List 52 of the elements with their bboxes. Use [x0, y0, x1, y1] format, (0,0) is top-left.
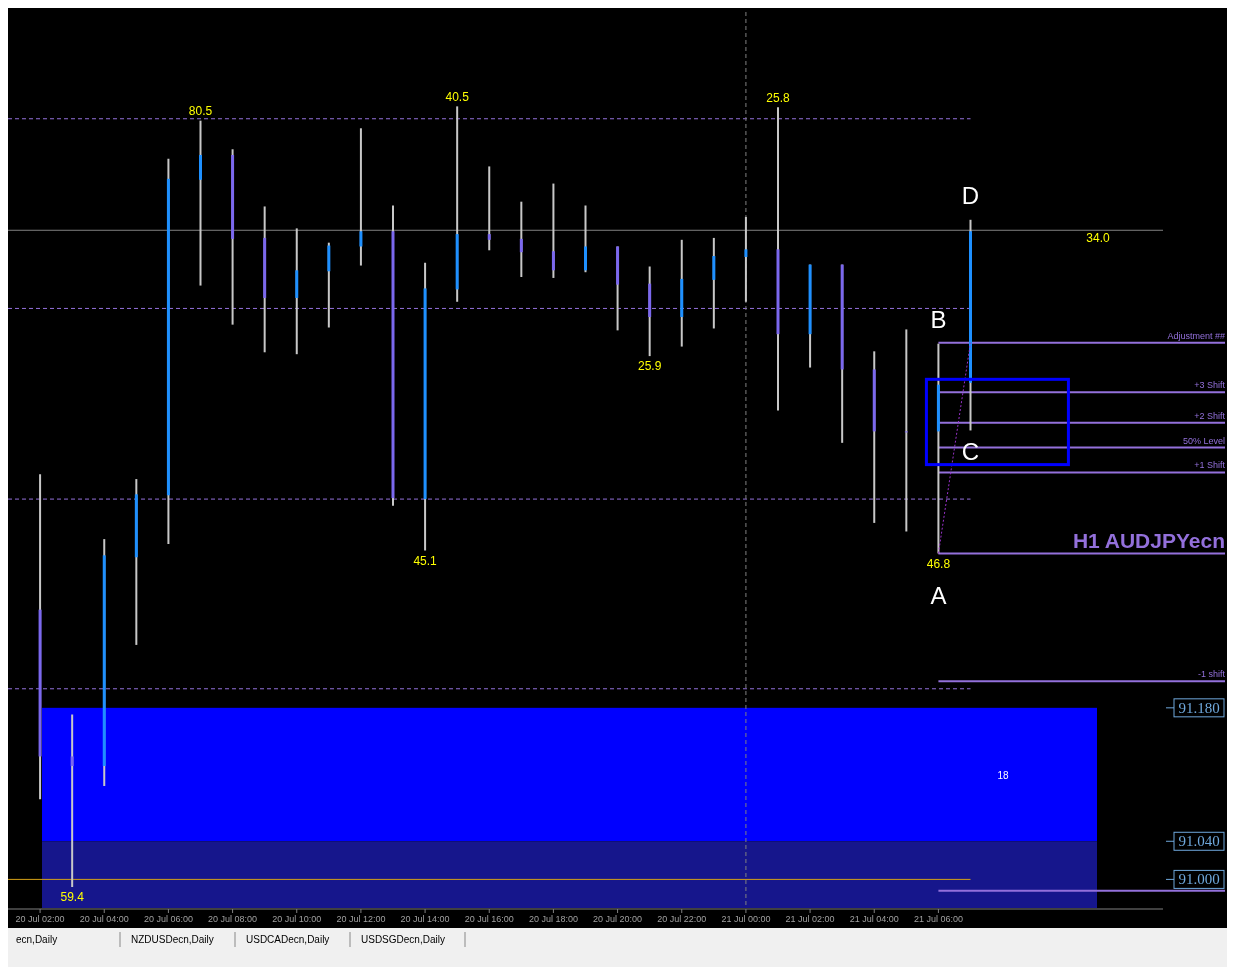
- x-tick-label: 20 Jul 22:00: [657, 914, 707, 924]
- candlestick: [70, 713, 74, 889]
- x-tick-label: 20 Jul 14:00: [400, 914, 450, 924]
- y-tick-label: 91.180: [1178, 699, 1220, 716]
- x-tick-label: 20 Jul 20:00: [593, 914, 643, 924]
- annotation: B: [930, 306, 947, 334]
- x-tick-label: 20 Jul 06:00: [143, 914, 193, 924]
- x-tick-label: 20 Jul 04:00: [79, 914, 129, 924]
- candlestick: [904, 328, 908, 533]
- x-tick-label: 20 Jul 10:00: [272, 914, 322, 924]
- ref-line-label: -1 shift: [1197, 669, 1226, 680]
- x-tick-label: 20 Jul 02:00: [15, 914, 65, 924]
- x-tick-label: 21 Jul 00:00: [721, 914, 771, 924]
- y-tick-label: 91.040: [1178, 833, 1220, 850]
- annotation: 34.0: [1086, 231, 1110, 246]
- ref-line-label: +3 Shift: [1194, 380, 1226, 391]
- text: USDCADecn,Daily: [246, 934, 330, 945]
- x-tick-label: 20 Jul 16:00: [464, 914, 514, 924]
- annotation: 59.4: [60, 890, 85, 905]
- candlestick: [199, 119, 202, 287]
- candlestick: [359, 127, 363, 267]
- text: H1 AUDJPYecn: [1072, 529, 1225, 553]
- candlestick: [487, 165, 491, 252]
- text: NZDUSDecn,Daily: [131, 934, 214, 945]
- y-tick-label: 91.000: [1178, 871, 1220, 888]
- x-tick-label: 20 Jul 18:00: [528, 914, 578, 924]
- annotation: 45.1: [413, 553, 438, 568]
- x-tick-label: 21 Jul 06:00: [913, 914, 963, 924]
- candlestick: [744, 215, 748, 303]
- ref-line-label: +2 Shift: [1194, 410, 1226, 421]
- ref-line-label: Adjustment ##: [1167, 330, 1225, 341]
- annotation: 46.8: [926, 556, 951, 571]
- band-label: 18: [997, 769, 1009, 781]
- annotation: 25.9: [637, 359, 662, 374]
- x-tick-label: 20 Jul 12:00: [336, 914, 386, 924]
- candlestick: [969, 218, 972, 432]
- candlestick: [551, 182, 555, 279]
- ref-line-label: 50% Level: [1182, 435, 1225, 446]
- text: ecn,Daily: [16, 934, 58, 945]
- candlestick: [519, 200, 523, 278]
- text: USDSGDecn,Daily: [361, 934, 445, 945]
- x-tick-label: 20 Jul 08:00: [208, 914, 258, 924]
- annotation: A: [930, 581, 947, 609]
- x-tick-label: 21 Jul 02:00: [785, 914, 835, 924]
- candlestick: [712, 236, 716, 330]
- annotation: 25.8: [766, 90, 790, 105]
- annotation: D: [961, 182, 980, 210]
- x-tick-label: 21 Jul 04:00: [849, 914, 899, 924]
- ref-line-label: +1 Shift: [1194, 460, 1226, 471]
- annotation: 80.5: [188, 103, 213, 118]
- annotation: 40.5: [445, 89, 470, 104]
- candlestick: [584, 204, 587, 274]
